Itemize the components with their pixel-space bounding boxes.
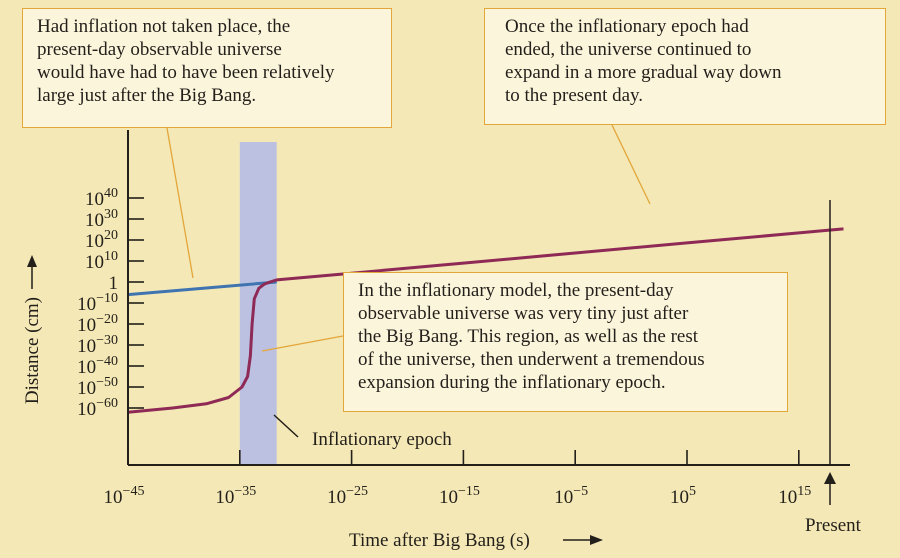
present-label: Present — [805, 515, 862, 536]
callout-line: to the present day. — [505, 85, 644, 106]
callout-line: Had inflation not taken place, the — [37, 16, 291, 37]
callout-line: Once the inflationary epoch had — [505, 16, 749, 37]
y-tick-label: 10−50 — [77, 375, 118, 399]
callout-line: observable universe was very tiny just a… — [358, 303, 689, 324]
y-tick-label: 10−10 — [77, 291, 118, 315]
callout-line: the Big Bang. This region, as well as th… — [358, 326, 699, 347]
y-tick-label: 1030 — [85, 207, 118, 231]
x-tick-label: 10−15 — [439, 484, 480, 508]
x-tick-label: 10−5 — [554, 484, 588, 508]
y-tick-label: 1020 — [85, 228, 118, 252]
callout-line: In the inflationary model, the present-d… — [358, 280, 674, 301]
y-tick-label: 10−20 — [77, 312, 118, 336]
x-tick-label: 1015 — [778, 484, 811, 508]
callout-line: expansion during the inflationary epoch. — [358, 372, 666, 393]
axes — [127, 130, 850, 466]
leader-line-inflationary-model — [261, 335, 344, 352]
inflationary-epoch-label: Inflationary epoch — [312, 429, 452, 450]
callout-inflationary-model: In the inflationary model, the present-d… — [343, 272, 788, 412]
callout-line: of the universe, then underwent a tremen… — [358, 349, 705, 370]
inflationary-epoch-pointer — [273, 414, 299, 438]
callout-line: would have had to have been relatively — [37, 62, 335, 83]
y-axis-title: Distance (cm) — [22, 255, 43, 404]
x-tick-label: 105 — [670, 484, 696, 508]
x-ticks: 10−45 10−35 10−25 10−15 10−5 105 1015 — [104, 450, 811, 508]
callout-line: large just after the Big Bang. — [37, 85, 257, 106]
inflationary-epoch-band — [239, 142, 277, 465]
present-arrow-icon — [824, 472, 836, 484]
x-tick-label: 10−45 — [104, 484, 145, 508]
y-axis-arrow-icon — [27, 255, 37, 267]
callout-after-epoch: Once the inflationary epoch had ended, t… — [484, 8, 886, 125]
series-line-0 — [127, 280, 277, 297]
y-tick-label: 10−40 — [77, 354, 118, 378]
y-tick-label: 1 — [109, 273, 119, 294]
x-tick-label: 10−25 — [327, 484, 368, 508]
x-axis-arrow-icon — [590, 535, 603, 545]
x-tick-label: 10−35 — [215, 484, 256, 508]
leader-line-no-inflation — [166, 127, 194, 279]
callout-no-inflation: Had inflation not taken place, the prese… — [22, 8, 392, 128]
leader-line-after-epoch — [611, 124, 651, 205]
y-tick-label: 10−30 — [77, 333, 118, 357]
callout-line: present-day observable universe — [37, 39, 282, 60]
y-tick-label: 10−60 — [77, 396, 118, 420]
y-tick-label: 1040 — [85, 186, 118, 210]
series-line-1 — [127, 227, 844, 414]
x-axis-label: Time after Big Bang (s) — [349, 530, 530, 551]
callout-leader-lines — [166, 124, 651, 352]
series-layer — [127, 227, 844, 414]
callout-line: ended, the universe continued to — [505, 39, 752, 60]
y-tick-label: 1010 — [85, 249, 118, 273]
annotations: Inflationary epoch Present Distance (cm)… — [22, 200, 862, 551]
y-ticks: 1040103010201010110−1010−2010−3010−4010−… — [77, 186, 144, 420]
y-axis-label: Distance (cm) — [22, 297, 43, 404]
callout-line: expand in a more gradual way down — [505, 62, 782, 83]
